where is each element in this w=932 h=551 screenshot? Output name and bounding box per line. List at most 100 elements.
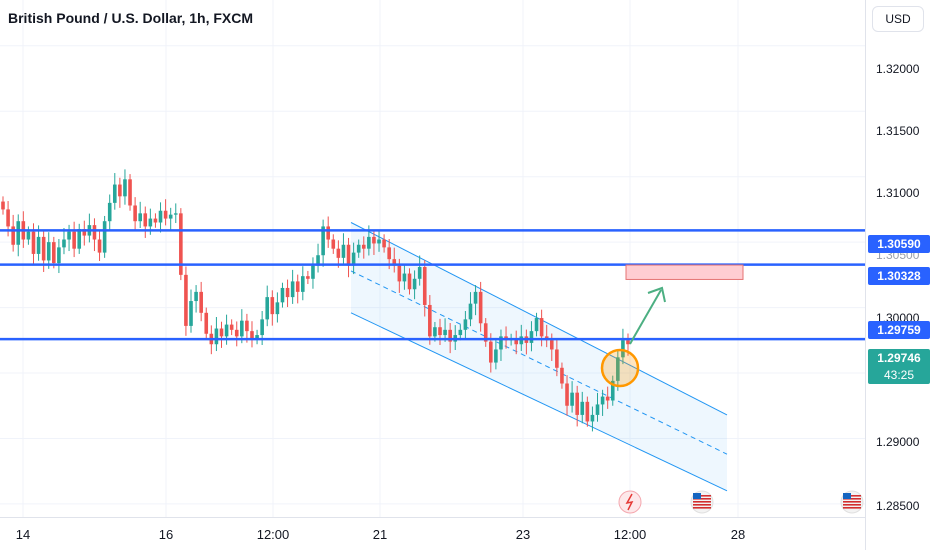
candle-body <box>377 239 381 244</box>
target-zone <box>625 264 744 280</box>
candle-body <box>92 225 97 240</box>
candle-body <box>336 248 341 258</box>
candle-body <box>534 318 539 332</box>
candle-body <box>118 184 122 197</box>
candle-body <box>422 267 427 305</box>
candle-body <box>300 276 305 292</box>
time-tick: 12:00 <box>256 527 290 542</box>
candle-body <box>580 401 585 415</box>
price-tick: 1.31000 <box>876 186 920 200</box>
candle-body <box>316 255 320 266</box>
candle-body <box>189 301 193 326</box>
candle-body <box>529 331 534 343</box>
lightning-glyph <box>625 493 634 511</box>
chart-plot-area[interactable]: British Pound / U.S. Dollar, 1h, FXCM <box>0 0 865 517</box>
candle-body <box>382 239 386 248</box>
candle-body <box>549 340 554 350</box>
candle-body <box>102 221 107 253</box>
candle-body <box>361 244 366 249</box>
candle-body <box>575 392 579 415</box>
level-label-1: 1.30590 <box>868 235 930 253</box>
candle-body <box>326 226 331 240</box>
candle-body <box>214 328 219 345</box>
candle-body <box>626 340 630 345</box>
price-axis[interactable]: USD 1.32000 1.31500 1.31000 1.30500 1.30… <box>865 0 932 550</box>
candle-body <box>82 229 87 236</box>
candle-body <box>204 312 209 334</box>
price-tick: 1.32000 <box>876 62 920 76</box>
candle-body <box>443 329 447 336</box>
candle-body <box>356 244 361 253</box>
candle-body <box>560 367 564 384</box>
candle-body <box>539 318 544 337</box>
time-tick: 16 <box>158 527 174 542</box>
candle-body <box>438 327 442 336</box>
level-label-3: 1.29759 <box>868 321 930 339</box>
candle-body <box>158 210 163 223</box>
flag-stripe <box>693 507 711 509</box>
time-tick: 14 <box>15 527 31 542</box>
candle-body <box>555 349 559 368</box>
candle-body <box>199 291 203 313</box>
currency-button[interactable]: USD <box>872 6 924 32</box>
countdown-label: 43:25 <box>868 366 930 384</box>
candle-body <box>458 329 463 336</box>
candle-body <box>280 287 285 303</box>
candle-body <box>57 247 61 264</box>
chart-svg[interactable] <box>0 0 865 517</box>
time-tick: 28 <box>730 527 746 542</box>
candle-body <box>341 244 346 258</box>
candle-body <box>270 297 275 315</box>
candle-body <box>148 218 153 227</box>
candle-body <box>97 239 102 253</box>
candle-body <box>123 179 127 197</box>
highlight-circle <box>600 348 640 388</box>
candle-body <box>184 274 188 326</box>
candle-body <box>367 236 371 249</box>
candle-body <box>600 396 605 405</box>
candle-body <box>107 202 112 222</box>
level-label-2: 1.30328 <box>868 267 930 285</box>
candle-body <box>473 291 478 304</box>
channel-fill <box>351 222 727 491</box>
candle-body <box>412 278 417 290</box>
time-axis[interactable]: 14 16 12:00 21 23 12:00 28 <box>0 517 865 551</box>
candle-body <box>52 242 56 264</box>
candle-body <box>245 320 249 332</box>
flag-stripe <box>843 504 861 506</box>
chart-title: British Pound / U.S. Dollar, 1h, FXCM <box>8 10 254 26</box>
candle-body <box>468 303 473 320</box>
candle-body <box>219 328 224 337</box>
flag-canton <box>843 493 851 499</box>
candle-body <box>585 401 590 422</box>
time-tick: 21 <box>372 527 388 542</box>
candle-body <box>275 302 280 315</box>
candle-body <box>234 329 239 337</box>
candle-body <box>595 404 600 415</box>
candle-body <box>311 265 315 279</box>
candle-body <box>483 323 488 342</box>
candle-body <box>31 231 36 254</box>
candle-body <box>36 236 41 254</box>
candle-body <box>448 329 452 342</box>
candle-body <box>153 218 158 223</box>
candle-body <box>62 239 66 248</box>
candle-body <box>6 209 10 227</box>
candle-body <box>514 338 519 345</box>
candle-body <box>77 229 82 249</box>
projection-arrow <box>629 289 662 345</box>
candle-body <box>72 231 76 249</box>
price-tick: 1.28500 <box>876 499 920 513</box>
candle-body <box>428 304 432 337</box>
candle-body <box>346 244 351 266</box>
projection-arrowhead <box>647 286 666 303</box>
candle-body <box>387 247 391 260</box>
candle-body <box>16 221 21 245</box>
candle-body <box>499 336 503 350</box>
candle-body <box>179 213 183 275</box>
candle-body <box>478 291 483 324</box>
candle-body <box>240 320 244 337</box>
price-tick: 1.29000 <box>876 435 920 449</box>
current-price-label: 1.29746 <box>868 349 930 367</box>
flag-canton <box>693 493 701 499</box>
